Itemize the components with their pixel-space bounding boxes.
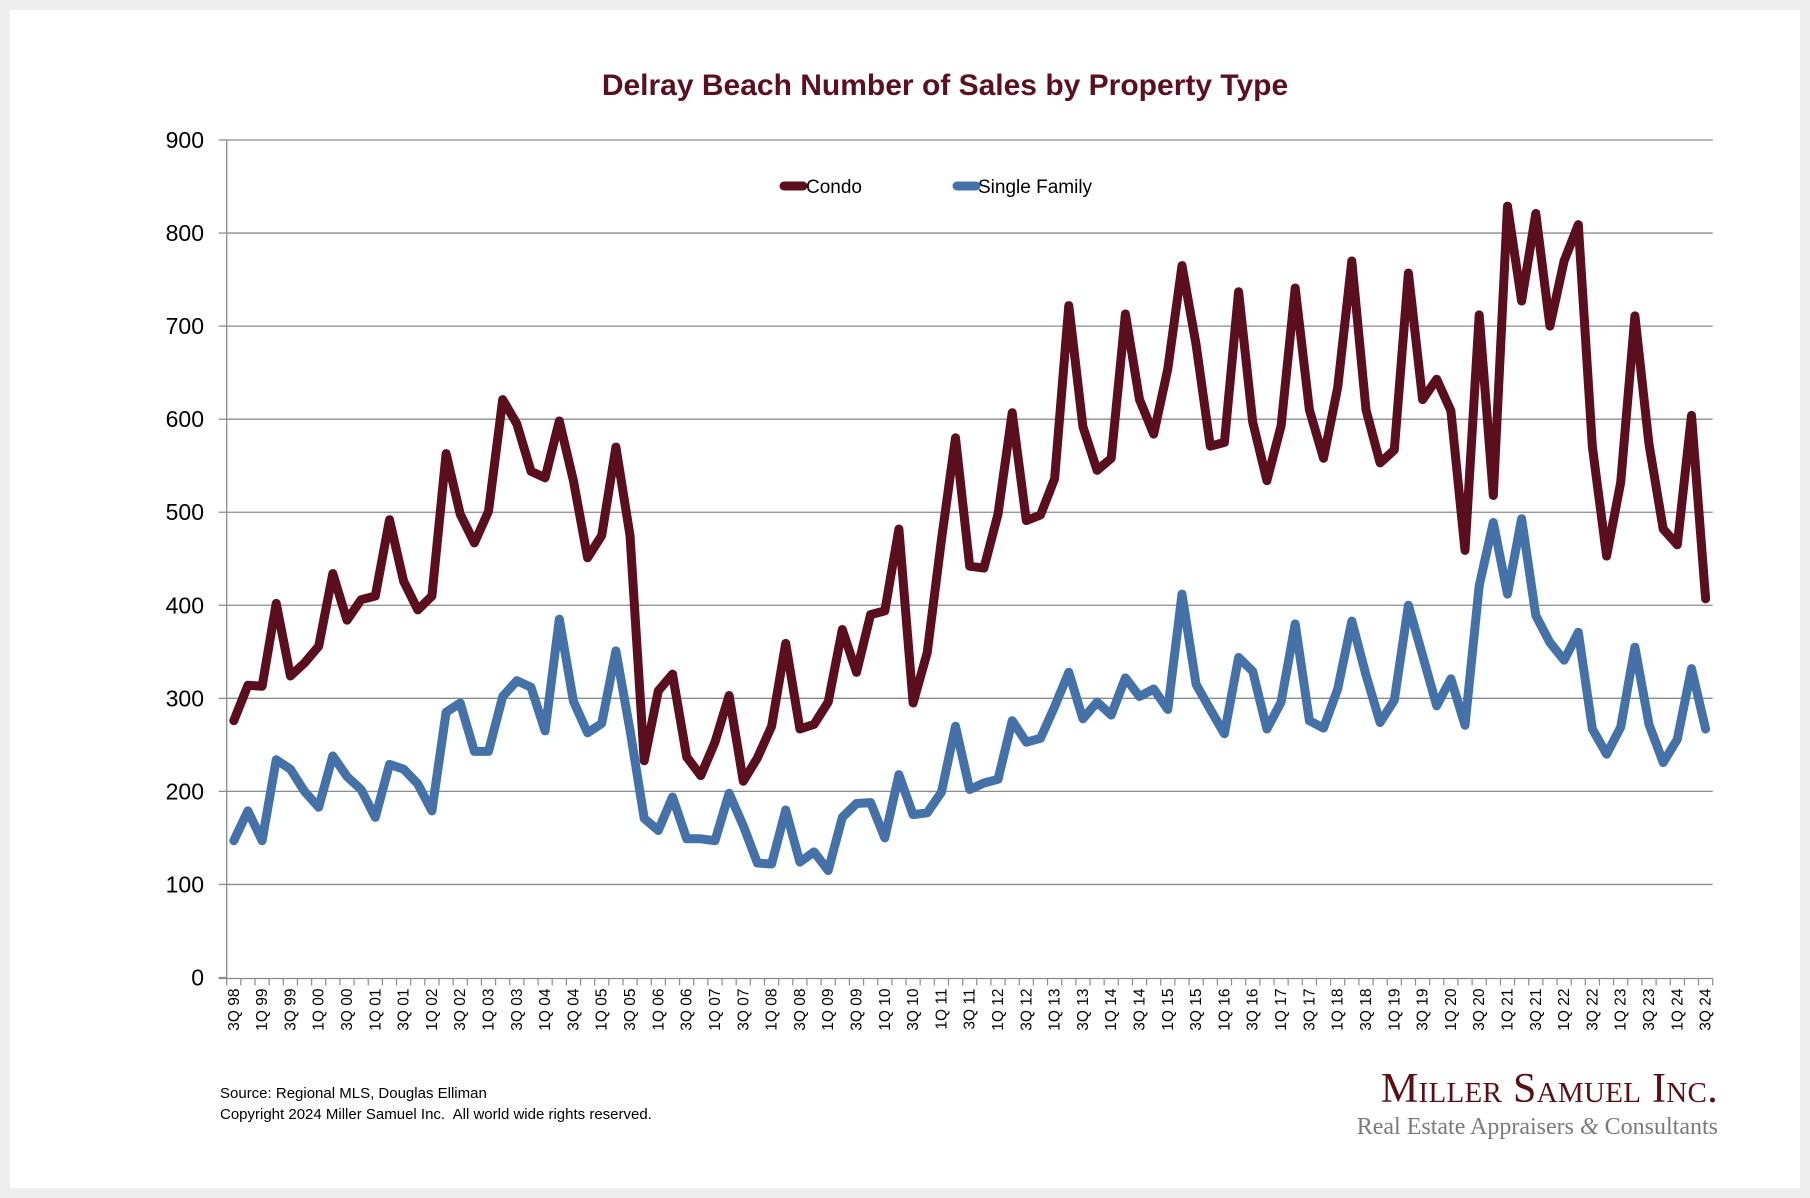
logo-tagline-pre: Real Estate Appraisers xyxy=(1356,1114,1580,1140)
x-tick-label: 1Q 24 xyxy=(1669,988,1686,1031)
y-tick-label: 600 xyxy=(166,406,204,432)
logo-tagline-ampersand: & xyxy=(1579,1114,1599,1140)
x-tick-label: 1Q 99 xyxy=(254,989,271,1031)
company-logo: Miller Samuel Inc. Real Estate Appraiser… xyxy=(1340,1066,1718,1142)
x-tick-label: 1Q 02 xyxy=(424,989,441,1031)
x-tick-label: 3Q 19 xyxy=(1415,989,1432,1031)
x-tick-label: 1Q 08 xyxy=(764,989,781,1031)
x-tick-label: 3Q 20 xyxy=(1471,988,1488,1031)
series-line-condo xyxy=(229,201,1711,786)
x-tick-label: 3Q 24 xyxy=(1698,988,1715,1031)
x-tick-label: 3Q 99 xyxy=(282,989,299,1031)
x-tick-label: 1Q 16 xyxy=(1216,989,1233,1031)
x-tick-label: 1Q 10 xyxy=(877,988,894,1031)
x-tick-label: 3Q 06 xyxy=(679,989,696,1031)
x-tick-label: 3Q 21 xyxy=(1528,989,1545,1031)
x-tick-label: 1Q 19 xyxy=(1386,989,1403,1031)
y-tick-label: 800 xyxy=(166,220,204,246)
y-tick-label: 300 xyxy=(166,685,204,711)
x-tick-label: 3Q 07 xyxy=(735,989,752,1031)
legend: Condo Single Family xyxy=(779,177,1093,198)
x-tick-label: 1Q 17 xyxy=(1273,989,1290,1031)
x-tick-label: 3Q 11 xyxy=(962,989,979,1030)
x-tick-label: 1Q 03 xyxy=(481,989,498,1031)
logo-tagline-post: Consultants xyxy=(1598,1114,1718,1140)
y-tick-label: 500 xyxy=(166,499,204,525)
chart-footer: Source: Regional MLS, Douglas Elliman Co… xyxy=(220,1083,652,1125)
y-tick-label: 200 xyxy=(166,778,204,804)
x-tick-label: 1Q 07 xyxy=(707,989,724,1031)
x-tick-label: 3Q 12 xyxy=(1018,989,1035,1031)
x-tick-label: 1Q 13 xyxy=(1047,989,1064,1031)
x-tick-label: 3Q 14 xyxy=(1132,988,1149,1031)
series-line-single-family xyxy=(229,514,1711,875)
chart-title: Delray Beach Number of Sales by Property… xyxy=(602,69,1288,102)
x-tick-label: 3Q 01 xyxy=(396,989,413,1031)
x-tick-label: 3Q 16 xyxy=(1245,989,1262,1031)
series-points-condo xyxy=(233,206,1706,782)
x-tick-label: 1Q 09 xyxy=(820,989,837,1031)
x-tick-label: 1Q 05 xyxy=(594,989,611,1031)
x-tick-label: 3Q 15 xyxy=(1188,989,1205,1031)
copyright-note: Copyright 2024 Miller Samuel Inc. All wo… xyxy=(220,1106,652,1123)
y-tick-label: 100 xyxy=(166,871,204,897)
x-tick-label: 1Q 14 xyxy=(1103,988,1120,1031)
x-tick-label: 3Q 13 xyxy=(1075,989,1092,1031)
x-tick-label: 1Q 18 xyxy=(1330,989,1347,1031)
x-tick-label: 3Q 18 xyxy=(1358,989,1375,1031)
x-tick-label: 3Q 08 xyxy=(792,989,809,1031)
y-tick-label: 700 xyxy=(166,313,204,339)
x-tick-label: 3Q 22 xyxy=(1584,989,1601,1031)
x-tick-label: 1Q 22 xyxy=(1556,989,1573,1031)
x-tick-label: 1Q 11 xyxy=(933,989,950,1030)
x-tick-label: 1Q 04 xyxy=(537,988,554,1031)
x-tick-label: 1Q 20 xyxy=(1443,988,1460,1031)
x-tick-label: 3Q 02 xyxy=(452,989,469,1031)
x-tick-label: 3Q 05 xyxy=(622,989,639,1031)
x-tick-label: 1Q 12 xyxy=(990,989,1007,1031)
x-tick-label: 3Q 98 xyxy=(226,989,243,1031)
x-tick-label: 3Q 04 xyxy=(565,988,582,1031)
y-tick-label: 0 xyxy=(191,965,204,991)
legend-label-single-family: Single Family xyxy=(978,177,1093,198)
series-lines xyxy=(229,201,1711,875)
y-tick-label: 900 xyxy=(166,127,204,153)
x-tick-label: 3Q 09 xyxy=(848,989,865,1031)
logo-name: Miller Samuel Inc. xyxy=(1380,1066,1718,1112)
x-tick-label: 3Q 03 xyxy=(509,989,526,1031)
x-tick-label: 1Q 01 xyxy=(367,989,384,1031)
x-tick-label: 1Q 00 xyxy=(311,988,328,1031)
y-tick-label: 400 xyxy=(166,592,204,618)
x-tick-label: 1Q 23 xyxy=(1613,989,1630,1031)
x-tick-label: 1Q 15 xyxy=(1160,989,1177,1031)
x-tick-label: 3Q 23 xyxy=(1641,989,1658,1031)
x-tick-label: 1Q 21 xyxy=(1499,989,1516,1031)
x-tick-label: 3Q 17 xyxy=(1301,989,1318,1031)
series-points-single-family xyxy=(233,518,1706,871)
x-tick-label: 3Q 10 xyxy=(905,988,922,1031)
x-tick-label: 1Q 06 xyxy=(650,989,667,1031)
source-note: Source: Regional MLS, Douglas Elliman xyxy=(220,1085,487,1102)
logo-tagline: Real Estate Appraisers & Consultants xyxy=(1340,1112,1718,1142)
x-tick-label: 3Q 00 xyxy=(339,988,356,1031)
legend-label-condo: Condo xyxy=(806,177,862,198)
y-axis-ticks: 0 100 200 300 400 500 600 700 800 900 xyxy=(166,127,227,991)
x-axis: 3Q 98 1Q 99 3Q 99 1Q 00 3Q 00 1Q 01 3Q 01 1Q 02… xyxy=(218,140,1715,1031)
